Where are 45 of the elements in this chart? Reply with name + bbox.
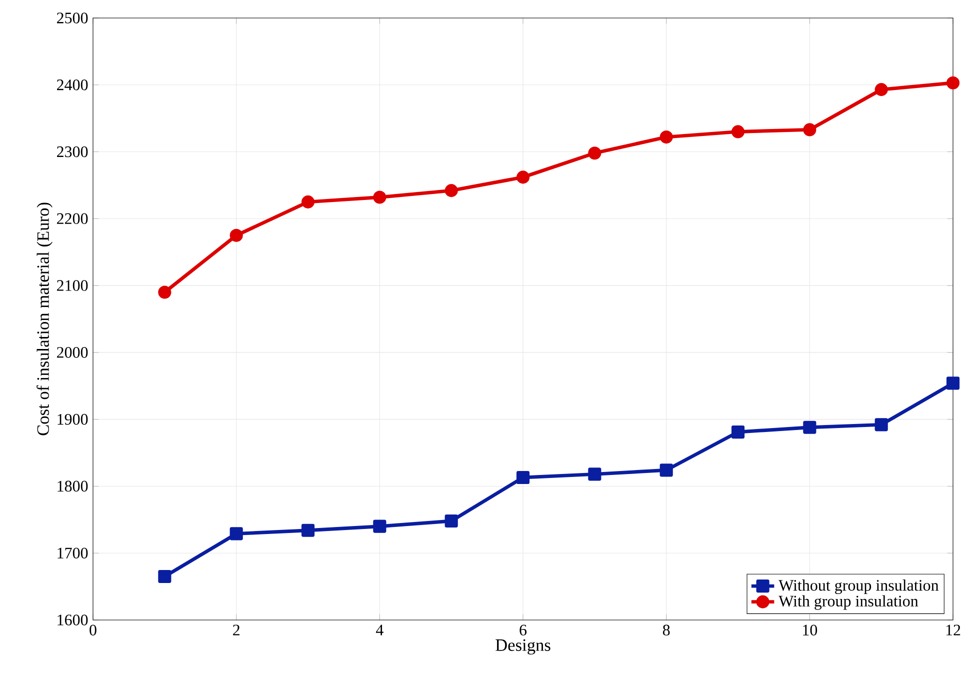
point	[158, 570, 172, 584]
y-axis-title: Cost of insulation material (Euro)	[36, 202, 52, 436]
x-tick-label: 10	[803, 624, 818, 636]
point	[803, 420, 816, 434]
point	[731, 125, 745, 138]
point	[731, 425, 745, 439]
point	[516, 170, 530, 184]
point	[516, 470, 530, 484]
point	[373, 190, 386, 204]
point	[588, 468, 602, 481]
x-axis-title: Designs	[496, 639, 550, 655]
y-tick-label: 1800	[58, 480, 88, 492]
x-tick-label: 8	[662, 624, 670, 636]
point	[230, 527, 243, 540]
point	[803, 123, 816, 136]
legend-label: Without group insulation	[778, 579, 939, 594]
point	[444, 184, 458, 198]
point	[158, 286, 172, 299]
point	[588, 146, 602, 160]
y-tick-label: 2300	[57, 146, 88, 158]
y-tick-label: 2000	[57, 347, 88, 358]
y-tick-label: 1600	[58, 614, 88, 626]
point	[946, 376, 960, 390]
y-tick-label: 1700	[58, 548, 88, 558]
y-tick-label: 2200	[57, 213, 88, 224]
point	[660, 464, 673, 477]
legend-label: With group insulation	[778, 595, 918, 610]
x-tick-label: 0	[90, 624, 96, 636]
point	[444, 514, 458, 528]
y-tick-label: 2500	[57, 12, 88, 24]
point	[301, 195, 315, 208]
point	[373, 520, 386, 533]
x-tick-label: 4	[376, 624, 384, 636]
point	[230, 228, 243, 242]
point	[660, 130, 673, 144]
x-tick-label: 6	[520, 624, 527, 636]
y-tick-label: 2100	[57, 280, 88, 291]
y-tick-label: 2400	[57, 79, 88, 90]
x-tick-label: 12	[946, 624, 960, 636]
point	[874, 83, 888, 96]
y-tick-label: 1900	[58, 414, 88, 425]
point	[301, 524, 315, 537]
point	[946, 76, 960, 90]
x-tick-label: 2	[233, 624, 240, 636]
point	[874, 418, 888, 432]
